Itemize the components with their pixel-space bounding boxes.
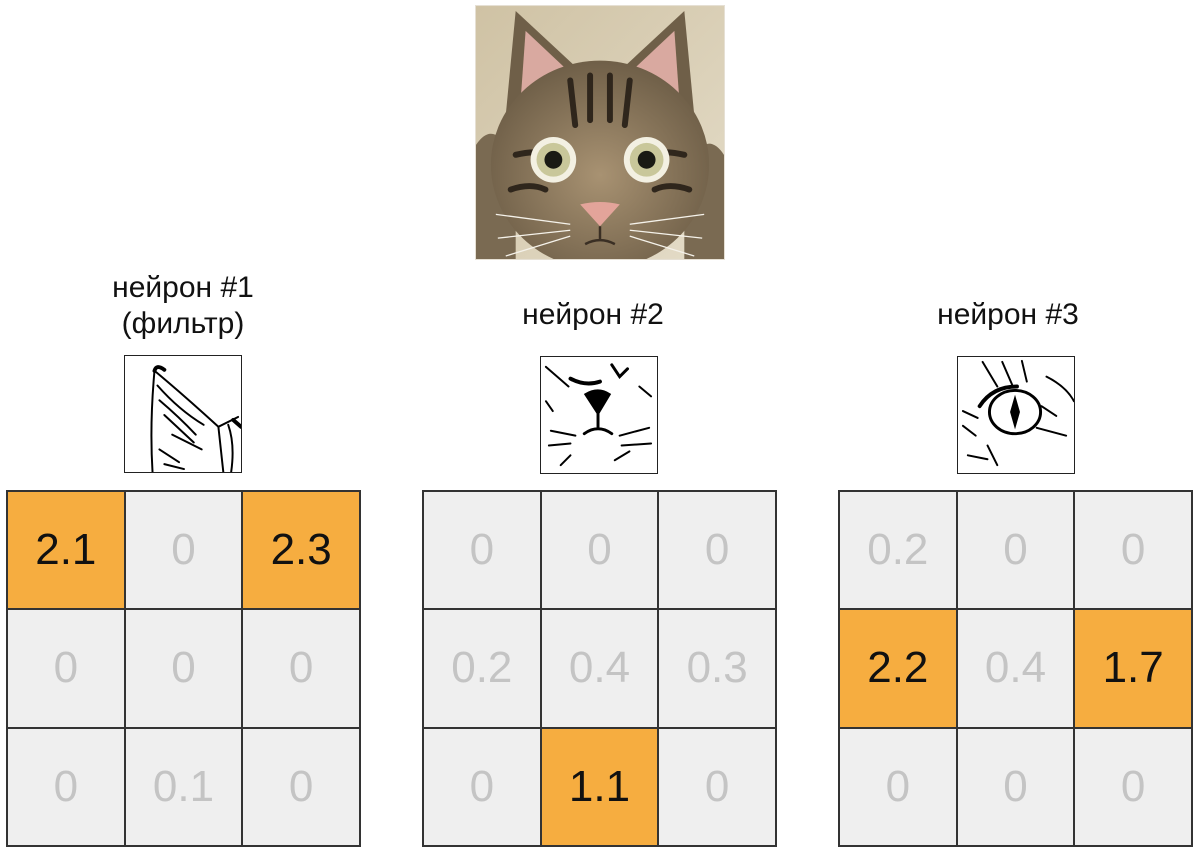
neuron-3-grid: 0.2 0 0 2.2 0.4 1.7 0 0 0 xyxy=(838,490,1193,847)
grid-cell: 0 xyxy=(423,727,541,846)
neuron-1-title: нейрон #1 (фильтр) xyxy=(112,271,254,340)
grid-cell: 0.2 xyxy=(839,491,957,610)
grid-cell: 2.2 xyxy=(839,609,957,728)
grid-cell: 0 xyxy=(124,609,243,728)
cat-ear-icon xyxy=(124,355,242,473)
grid-cell: 0 xyxy=(7,727,125,846)
grid-cell: 0 xyxy=(658,727,776,846)
grid-cell: 0.4 xyxy=(956,609,1075,728)
grid-cell: 0 xyxy=(839,727,957,846)
cat-nose-icon xyxy=(540,356,658,474)
cat-photo xyxy=(475,5,725,260)
grid-cell: 0 xyxy=(242,609,360,728)
grid-cell: 0.3 xyxy=(658,609,776,728)
grid-cell: 0 xyxy=(124,491,243,610)
grid-cell: 0.4 xyxy=(540,609,659,728)
grid-cell: 2.1 xyxy=(7,491,125,610)
grid-cell: 0.2 xyxy=(423,609,541,728)
grid-cell: 0 xyxy=(658,491,776,610)
grid-cell: 2.3 xyxy=(242,491,360,610)
grid-cell: 0 xyxy=(242,727,360,846)
grid-cell: 0 xyxy=(1074,727,1192,846)
grid-cell: 0 xyxy=(956,491,1075,610)
grid-cell: 0 xyxy=(1074,491,1192,610)
neuron-3-title: нейрон #3 xyxy=(937,298,1079,331)
grid-cell: 0.1 xyxy=(124,727,243,846)
grid-cell: 1.1 xyxy=(540,727,659,846)
neuron-2-grid: 0 0 0 0.2 0.4 0.3 0 1.1 0 xyxy=(422,490,777,847)
grid-cell: 0 xyxy=(540,491,659,610)
grid-cell: 0 xyxy=(956,727,1075,846)
neuron-2-title: нейрон #2 xyxy=(522,298,664,331)
cat-eye-icon xyxy=(957,356,1075,474)
grid-cell: 1.7 xyxy=(1074,609,1192,728)
neuron-1-grid: 2.1 0 2.3 0 0 0 0 0.1 0 xyxy=(6,490,361,847)
grid-cell: 0 xyxy=(7,609,125,728)
grid-cell: 0 xyxy=(423,491,541,610)
